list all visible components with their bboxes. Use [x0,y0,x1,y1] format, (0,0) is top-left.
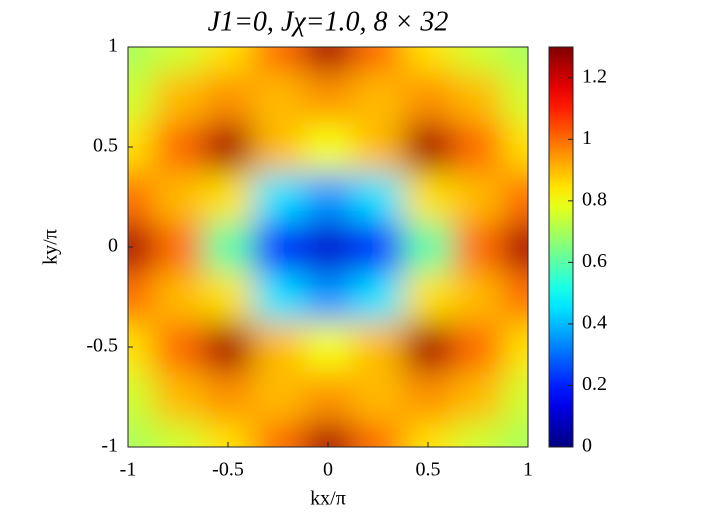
heatmap-cell [403,372,454,423]
colorbar-tick-label: 0 [582,435,592,457]
heatmap-cells [128,47,528,447]
heatmap-cell [503,372,528,423]
heatmap-cell [403,222,454,273]
y-tick-label: -0.5 [86,335,118,357]
heatmap-cell [253,222,304,273]
heatmap-cell [353,372,404,423]
heatmap-cell [503,47,528,73]
heatmap-cell [403,122,454,173]
heatmap-cell [503,422,528,447]
heatmap-cell [203,272,254,323]
y-tick-label: 0.5 [93,135,118,157]
heatmap-cell [303,172,354,223]
colorbar-tick-label: 0.6 [582,250,607,272]
heatmap-cell [203,72,254,123]
colorbar [548,46,574,448]
heatmap-cell [253,272,304,323]
heatmap-cell [353,422,404,447]
heatmap-cell [353,72,404,123]
x-tick-label: 0 [323,459,333,481]
heatmap-cell [353,272,404,323]
heatmap-cell [203,122,254,173]
heatmap-cell [253,372,304,423]
heatmap-cell [153,422,204,447]
x-axis-label: kx/π [310,488,346,510]
heatmap-cell [128,72,154,123]
colorbar-tick-label: 1 [582,127,592,149]
heatmap-cell [403,322,454,373]
heatmap-cell [253,122,304,173]
heatmap-cell [453,422,504,447]
heatmap-cell [203,47,254,73]
heatmap-cell [153,372,204,423]
heatmap-cell [203,172,254,223]
heatmap-cell [403,47,454,73]
heatmap-cell [128,422,154,447]
chart-title: J1=0, Jχ=1.0, 8 × 32 [208,6,449,37]
heatmap-cell [353,322,404,373]
heatmap-cell [353,172,404,223]
heatmap-cell [453,172,504,223]
heatmap-cell [303,322,354,373]
y-tick-label: -1 [101,435,118,457]
colorbar-tick-label: 0.8 [582,188,607,210]
heatmap-cell [253,172,304,223]
heatmap-cell [353,122,404,173]
heatmap-cell [503,72,528,123]
heatmap-cell [128,47,154,73]
heatmap-cell [153,122,204,173]
heatmap-cell [403,272,454,323]
heatmap-cell [503,172,528,223]
heatmap-cell [303,72,354,123]
heatmap-cell [303,272,354,323]
x-tick-label: -0.5 [212,459,244,481]
y-axis-label: ky/π [40,229,62,265]
heatmap-cell [153,172,204,223]
y-tick-label: 1 [108,35,118,57]
heatmap-cell [453,372,504,423]
heatmap-cell [303,122,354,173]
heatmap-cell [503,122,528,173]
heatmap-cell [353,222,404,273]
heatmap-cell [453,272,504,323]
heatmap-area [128,47,528,447]
heatmap-cell [303,222,354,273]
heatmap-cell [203,222,254,273]
heatmap-cell [128,172,154,223]
x-tick-label: -1 [120,459,137,481]
heatmap-cell [253,422,304,447]
colorbar-tick-label: 1.2 [582,65,607,87]
heatmap-cell [128,272,154,323]
heatmap-cell [503,222,528,273]
heatmap-cell [453,322,504,373]
heatmap-cell [303,47,354,73]
y-tick-label: 0 [108,235,118,257]
heatmap-cell [203,372,254,423]
heatmap-cell [253,47,304,73]
heatmap-cell [503,272,528,323]
heatmap-cell [453,72,504,123]
heatmap-cell [403,172,454,223]
heatmap-cell [453,122,504,173]
heatmap-cell [153,272,204,323]
x-tick-label: 0.5 [416,459,441,481]
heatmap-cell [503,322,528,373]
heatmap-cell [128,372,154,423]
colorbar-tick-label: 0.4 [582,312,607,334]
heatmap-cell [303,372,354,423]
heatmap-cell [403,72,454,123]
colorbar-tick-label: 0.2 [582,373,607,395]
heatmap-cell [153,72,204,123]
heatmap-cell [353,47,404,73]
heatmap-cell [153,47,204,73]
x-tick-label: 1 [523,459,533,481]
heatmap-cell [253,322,304,373]
heatmap-cell [153,322,204,373]
heatmap-cell [253,72,304,123]
heatmap-cell [453,222,504,273]
heatmap-cell [203,322,254,373]
heatmap-cell [153,222,204,273]
heatmap-cell [453,47,504,73]
